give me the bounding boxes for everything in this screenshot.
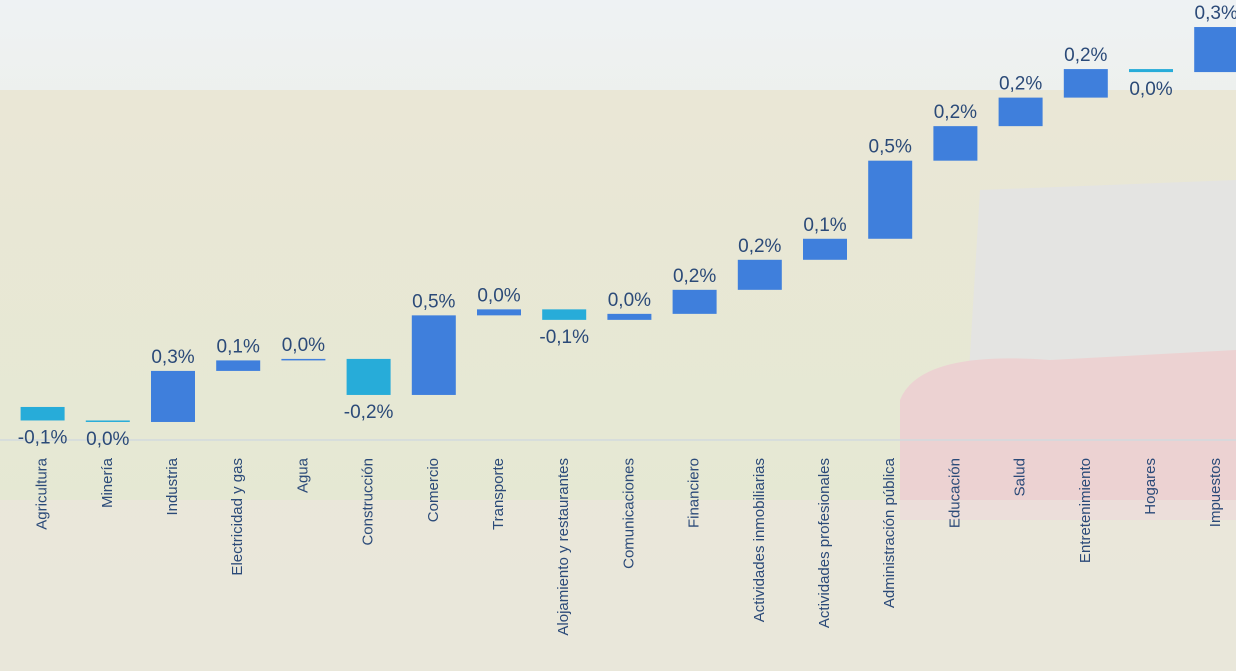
x-tick-label: Electricidad y gas — [229, 458, 246, 576]
value-label: 0,0% — [608, 290, 651, 311]
bar — [1063, 69, 1108, 98]
x-tick-label: Actividades inmobiliarias — [751, 458, 768, 622]
x-tick-label: Hogares — [1142, 458, 1159, 515]
bar — [20, 406, 65, 421]
bar — [998, 97, 1043, 127]
x-tick-label: Agua — [294, 457, 311, 493]
bar — [411, 315, 456, 395]
value-label: 0,2% — [1064, 45, 1107, 66]
value-label: 0,0% — [86, 429, 129, 450]
value-label: 0,0% — [282, 335, 325, 356]
bar — [607, 313, 652, 320]
value-label: 0,5% — [869, 137, 912, 158]
x-tick-label: Construcción — [360, 458, 377, 546]
bar — [1129, 69, 1173, 73]
bar — [346, 358, 391, 395]
x-tick-label: Comercio — [425, 458, 442, 522]
x-tick-label: Salud — [1012, 458, 1029, 496]
bar — [542, 309, 587, 320]
bar — [477, 309, 521, 316]
x-tick-label: Transporte — [490, 458, 507, 530]
value-label: -0,1% — [539, 327, 589, 348]
bar — [151, 370, 195, 422]
x-tick-label: Financiero — [686, 458, 703, 528]
value-label: 0,5% — [412, 291, 455, 312]
x-tick-label: Agricultura — [34, 457, 51, 529]
bar — [672, 289, 717, 314]
value-label: 0,1% — [217, 336, 260, 357]
x-tick-label: Industria — [164, 457, 181, 515]
value-label: -0,1% — [18, 427, 68, 448]
bar — [281, 358, 326, 361]
x-tick-label: Comunicaciones — [620, 458, 637, 569]
value-label: -0,2% — [344, 402, 394, 423]
bar — [737, 259, 782, 290]
bar — [85, 420, 130, 422]
bar — [803, 238, 847, 260]
bar — [1194, 27, 1236, 73]
value-label: 0,3% — [151, 347, 194, 368]
value-label: 0,1% — [803, 215, 846, 236]
bar — [216, 360, 261, 371]
value-label: 0,2% — [999, 74, 1042, 95]
bar — [868, 160, 913, 239]
value-label: 0,0% — [477, 285, 520, 306]
x-tick-label: Educación — [946, 458, 963, 528]
bar — [933, 126, 978, 161]
value-label: 0,2% — [738, 236, 781, 257]
x-tick-label: Minería — [99, 457, 116, 508]
value-label: 0,0% — [1129, 79, 1172, 100]
x-tick-label: Alojamiento y restaurantes — [555, 458, 572, 636]
value-label: 0,3% — [1195, 3, 1236, 24]
value-label: 0,2% — [934, 102, 977, 123]
x-tick-label: Actividades profesionales — [816, 458, 833, 628]
value-label: 0,2% — [673, 266, 716, 287]
x-tick-label: Impuestos — [1207, 458, 1224, 527]
x-tick-label: Administración pública — [881, 457, 898, 608]
x-tick-label: Entretenimiento — [1077, 458, 1094, 563]
